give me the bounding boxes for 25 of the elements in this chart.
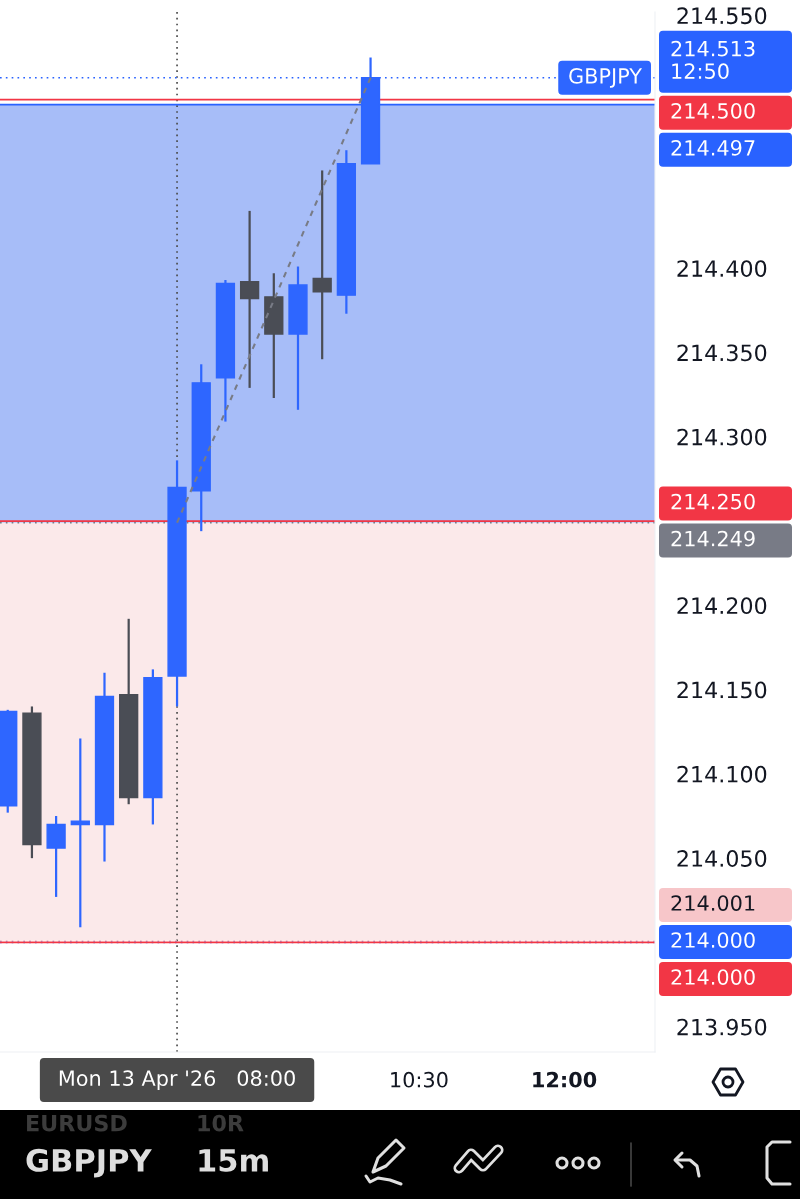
x-tick-label: 10:30 [391, 1071, 448, 1088]
ref-line-label: 214.513 12:50 [671, 40, 755, 80]
y-tick-label: 214.150 [677, 681, 767, 699]
y-tick-label: 214.100 [677, 765, 767, 783]
text: 15m [199, 1149, 268, 1172]
ref-line-label: 214.000 [671, 969, 755, 985]
ref-line-label: 214.497 [671, 139, 755, 156]
y-tick-label: 213.950 [677, 1018, 767, 1036]
text: GBPJPY [569, 68, 643, 88]
ref-line-label: Mon 13 Apr '26 08:00 [59, 1070, 295, 1091]
x-tick-label: 12:00 [533, 1071, 597, 1088]
ref-line-label: 214.250 [671, 493, 755, 510]
y-tick-label: 214.350 [677, 344, 767, 362]
y-tick-label: 214.550 [677, 7, 767, 25]
ref-line-label: 214.001 [671, 895, 755, 911]
y-tick-label: 214.300 [677, 428, 767, 446]
ref-line-label: 214.249 [671, 530, 755, 547]
ref-line-label: 214.000 [671, 932, 755, 948]
text: GBPJPY [26, 1148, 152, 1178]
text: EURUSD [27, 1114, 127, 1132]
y-tick-label: 214.400 [677, 260, 767, 277]
y-tick-label: 214.200 [677, 597, 767, 615]
y-tick-label: 214.050 [677, 850, 767, 867]
ref-line-label: 214.500 [671, 102, 755, 119]
text: 10R [198, 1114, 244, 1132]
